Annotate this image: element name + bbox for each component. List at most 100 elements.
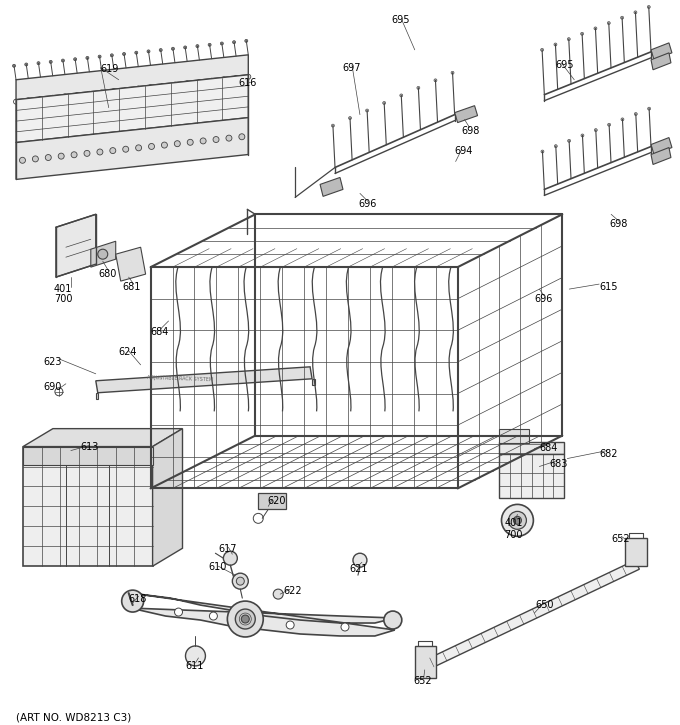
Circle shape [233, 41, 235, 44]
Text: 680: 680 [99, 269, 117, 279]
Circle shape [621, 16, 624, 19]
Circle shape [109, 148, 116, 154]
Text: 684: 684 [539, 442, 558, 452]
Polygon shape [651, 138, 672, 154]
Polygon shape [131, 593, 395, 636]
Circle shape [554, 43, 557, 46]
Polygon shape [625, 538, 647, 566]
Circle shape [84, 150, 90, 157]
Circle shape [227, 601, 263, 637]
Text: 624: 624 [119, 347, 137, 357]
Circle shape [135, 51, 138, 54]
Circle shape [581, 33, 583, 36]
Circle shape [122, 52, 126, 56]
Bar [258, 494, 286, 510]
Circle shape [594, 27, 597, 30]
Circle shape [122, 146, 129, 152]
Circle shape [607, 22, 610, 25]
Polygon shape [56, 215, 96, 277]
Circle shape [20, 157, 25, 163]
Circle shape [451, 71, 454, 74]
Circle shape [12, 65, 16, 67]
Text: 690: 690 [43, 382, 61, 392]
Polygon shape [116, 247, 146, 281]
Circle shape [331, 124, 335, 127]
Circle shape [33, 156, 38, 162]
Text: 618: 618 [129, 594, 147, 604]
Circle shape [434, 79, 437, 82]
Circle shape [61, 59, 65, 62]
Polygon shape [16, 75, 248, 143]
Polygon shape [312, 378, 315, 385]
Circle shape [159, 49, 163, 51]
Circle shape [621, 118, 624, 121]
Text: 621: 621 [349, 564, 367, 574]
Polygon shape [16, 55, 248, 99]
Circle shape [608, 123, 611, 126]
Text: 698: 698 [462, 125, 480, 136]
Circle shape [383, 102, 386, 104]
Circle shape [122, 590, 143, 612]
Circle shape [226, 135, 232, 141]
Circle shape [594, 128, 597, 131]
Text: 694: 694 [455, 146, 473, 156]
Circle shape [71, 152, 77, 158]
Circle shape [209, 612, 218, 620]
Circle shape [213, 136, 219, 143]
Circle shape [148, 144, 154, 149]
Circle shape [239, 134, 245, 140]
Circle shape [513, 516, 522, 524]
Circle shape [161, 142, 167, 148]
Text: 616: 616 [238, 78, 256, 88]
Text: 652: 652 [413, 676, 432, 686]
Text: 684: 684 [150, 327, 169, 337]
Circle shape [186, 646, 205, 666]
Circle shape [366, 109, 369, 112]
Circle shape [97, 149, 103, 155]
Text: 650: 650 [535, 600, 554, 610]
Text: 682: 682 [599, 449, 617, 459]
Text: 652: 652 [611, 534, 630, 544]
Circle shape [187, 139, 193, 145]
Polygon shape [651, 43, 672, 59]
Text: 622: 622 [283, 586, 302, 596]
Text: 623: 623 [43, 357, 61, 367]
Text: 683: 683 [549, 458, 568, 468]
Text: 696: 696 [534, 294, 553, 304]
Circle shape [237, 577, 244, 585]
Text: 698: 698 [609, 219, 628, 229]
Circle shape [73, 58, 77, 61]
Circle shape [196, 45, 199, 48]
Polygon shape [500, 454, 564, 498]
Circle shape [46, 154, 51, 160]
Polygon shape [500, 442, 564, 454]
Text: 613: 613 [81, 442, 99, 452]
Circle shape [110, 54, 114, 57]
Circle shape [581, 134, 584, 137]
Circle shape [135, 145, 141, 151]
Circle shape [417, 86, 420, 89]
Polygon shape [16, 117, 248, 179]
Polygon shape [91, 241, 116, 267]
Circle shape [501, 505, 533, 536]
Circle shape [353, 553, 367, 567]
Circle shape [233, 573, 248, 589]
Circle shape [541, 150, 544, 153]
Circle shape [286, 621, 294, 629]
Bar [23, 447, 152, 465]
Circle shape [58, 153, 64, 159]
Polygon shape [96, 393, 98, 399]
Circle shape [241, 615, 250, 623]
Circle shape [208, 44, 211, 46]
Circle shape [349, 117, 352, 120]
Circle shape [86, 57, 89, 59]
Polygon shape [430, 560, 639, 667]
Circle shape [171, 47, 175, 50]
Text: ADJUSTABLE RACK SYSTEM: ADJUSTABLE RACK SYSTEM [148, 375, 214, 383]
Text: 611: 611 [186, 661, 204, 671]
Text: 619: 619 [101, 64, 119, 74]
Text: 615: 615 [599, 282, 617, 292]
Circle shape [98, 249, 107, 259]
Text: 697: 697 [342, 63, 360, 72]
Circle shape [647, 107, 651, 110]
